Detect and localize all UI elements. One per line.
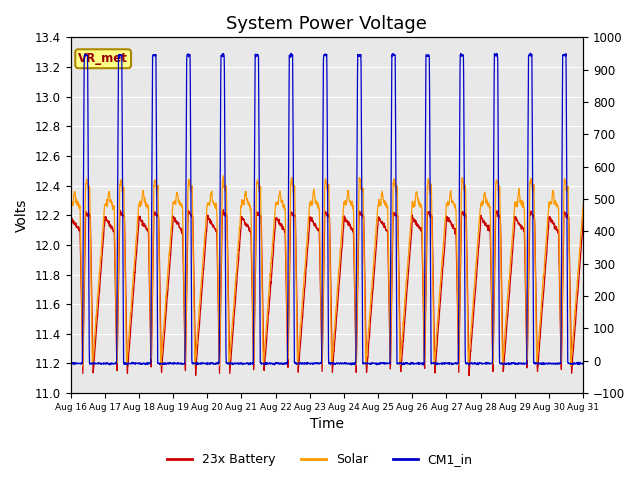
Title: System Power Voltage: System Power Voltage — [227, 15, 428, 33]
Y-axis label: Volts: Volts — [15, 199, 29, 232]
X-axis label: Time: Time — [310, 418, 344, 432]
Text: VR_met: VR_met — [78, 52, 128, 65]
Legend: 23x Battery, Solar, CM1_in: 23x Battery, Solar, CM1_in — [163, 448, 477, 471]
